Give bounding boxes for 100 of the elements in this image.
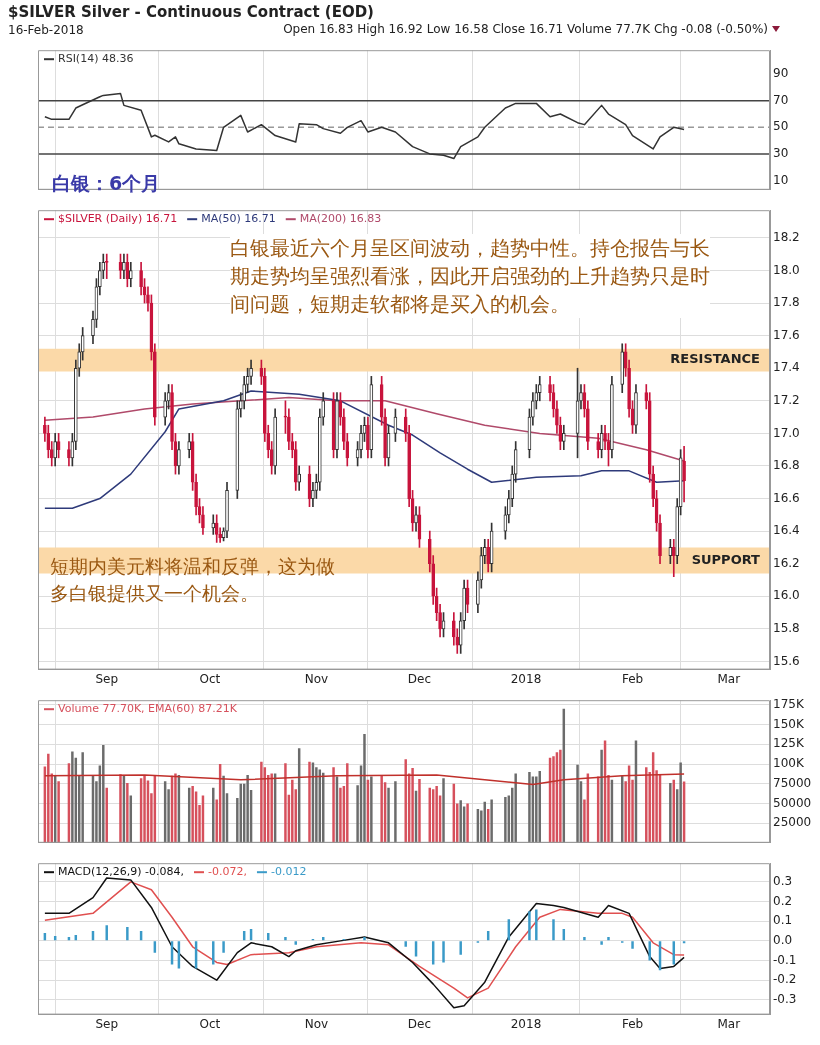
candlestick	[366, 416, 370, 459]
candlestick	[414, 506, 418, 532]
bar	[105, 925, 108, 941]
bar	[535, 909, 538, 941]
bar	[363, 936, 366, 941]
x-tick-label: Sep	[95, 1016, 119, 1031]
x-tick-label: Dec	[407, 671, 432, 686]
y-tick-label: 16.6	[773, 490, 800, 505]
y-tick-label: 17.8	[773, 295, 800, 310]
x-tick-label: Mar	[717, 1016, 741, 1031]
legend-label: Volume 77.70K, EMA(60) 87.21K	[58, 701, 238, 715]
bar	[47, 753, 50, 843]
y-tick-label: 75000	[773, 775, 812, 790]
y-tick-label: 175K	[773, 697, 805, 712]
y-tick-label: 16.4	[773, 523, 800, 538]
bar	[645, 767, 648, 843]
bar	[442, 941, 445, 963]
y-tick-label: 10	[773, 172, 789, 187]
y-tick-label: 15.8	[773, 621, 800, 635]
bar	[294, 941, 297, 945]
y-tick-label: 100K	[773, 756, 805, 771]
x-tick-label: Dec	[407, 1016, 432, 1031]
y-tick-label: 50000	[773, 795, 812, 810]
candlestick	[67, 441, 71, 467]
candlestick	[163, 392, 167, 426]
x-tick-label: 2018	[510, 1016, 542, 1031]
bar	[191, 786, 194, 843]
y-tick-label: 30	[773, 146, 789, 161]
bar	[174, 773, 177, 843]
y-tick-label: 90	[773, 66, 789, 81]
y-tick-label: -0.1	[773, 952, 797, 967]
bar	[576, 764, 579, 843]
candlestick	[225, 481, 229, 538]
bar	[466, 803, 469, 843]
candlestick	[610, 376, 614, 459]
candlestick	[335, 392, 339, 459]
candlestick	[273, 408, 277, 475]
bar	[126, 782, 129, 843]
bar	[284, 936, 287, 941]
bar	[679, 762, 682, 843]
y-tick-label: 0.2	[773, 893, 793, 908]
bar	[394, 781, 397, 843]
bar	[260, 761, 263, 843]
y-tick-label: 0.1	[773, 913, 793, 928]
candlestick	[297, 465, 302, 491]
y-tick-label: 16.8	[773, 458, 800, 473]
legend-label: MACD(12,26,9) -0.084,	[58, 864, 184, 878]
bar	[71, 751, 74, 843]
bar	[559, 749, 562, 843]
bar	[600, 749, 603, 843]
x-tick-label: Nov	[304, 671, 329, 686]
bar	[308, 761, 311, 843]
bar	[363, 734, 366, 843]
bar	[607, 936, 610, 941]
bar	[442, 778, 445, 843]
bar	[411, 767, 414, 843]
legend-label: $SILVER (Daily) 16.71	[58, 211, 178, 225]
candlestick	[214, 514, 219, 543]
chart-title: $SILVER Silver - Continuous Contract (EOD)	[8, 3, 374, 21]
annotation: 短期内美元料将温和反弹，这为做多白银提供又一个机会。	[50, 554, 336, 606]
bar	[222, 775, 225, 843]
y-tick-label: 17.2	[773, 392, 800, 407]
bar	[370, 776, 373, 843]
y-tick-label: 150K	[773, 716, 805, 731]
candlestick	[249, 359, 253, 385]
y-tick-label: 0.3	[773, 874, 793, 888]
bar	[490, 799, 493, 843]
bar	[81, 752, 84, 843]
y-tick-label: 16.0	[773, 588, 800, 603]
x-tick-label: Mar	[717, 671, 741, 686]
bar	[291, 779, 294, 843]
y-tick-label: 0.0	[773, 932, 793, 947]
bar	[119, 774, 122, 843]
bar	[648, 941, 651, 961]
candlestick	[201, 506, 205, 535]
chart-subtitle: Open 16.83 High 16.92 Low 16.58 Close 16.71 Volume 77.7K Chg -0.08 (-0.50%)	[283, 22, 768, 36]
x-tick-label: 2018	[510, 671, 542, 686]
legend-label: RSI(14) 48.36	[58, 51, 134, 65]
bar	[631, 941, 634, 949]
bar	[552, 756, 555, 843]
bar	[528, 771, 531, 843]
candlestick	[359, 424, 363, 459]
annotation: 白银最近六个月呈区间波动，趋势中性。持仓报告与长期走势均呈强烈看涨，因此开启强劲的上升趋势只是时间问题，短期走软都将是买入的机会。	[230, 234, 710, 318]
bar	[600, 941, 603, 945]
bar	[380, 775, 383, 843]
x-tick-label: Oct	[199, 671, 221, 686]
bar	[212, 941, 215, 965]
bar	[435, 786, 438, 843]
bar	[212, 787, 215, 843]
bar	[143, 775, 146, 843]
x-tick-label: Feb	[621, 671, 644, 686]
y-tick-label: 17.6	[773, 327, 800, 342]
bar	[339, 787, 342, 843]
candlestick	[486, 538, 491, 573]
bar	[246, 775, 249, 843]
legend-label: MA(50) 16.71	[201, 211, 276, 225]
y-tick-label: -0.3	[773, 991, 797, 1006]
candlestick	[603, 424, 607, 450]
candlestick	[139, 262, 143, 296]
y-tick-label: 18.2	[773, 230, 800, 245]
